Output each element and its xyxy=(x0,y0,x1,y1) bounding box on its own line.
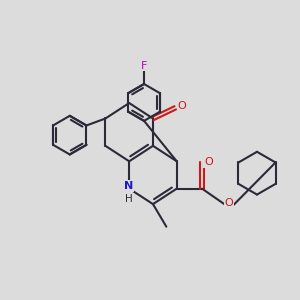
Text: O: O xyxy=(204,157,213,167)
Text: O: O xyxy=(177,101,186,111)
Text: F: F xyxy=(141,61,147,70)
Text: N: N xyxy=(124,181,133,191)
Text: H: H xyxy=(125,194,133,204)
Text: O: O xyxy=(225,199,233,208)
